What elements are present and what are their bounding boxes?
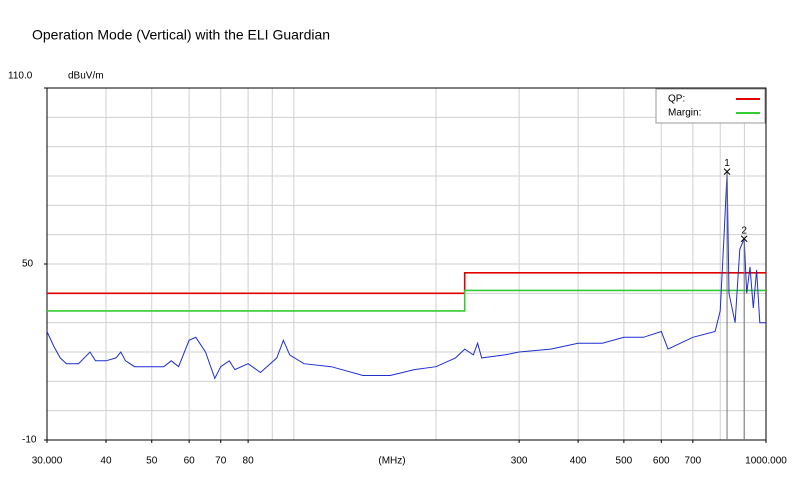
x-tick-label: 30.000 xyxy=(32,456,63,467)
legend-label: QP: xyxy=(668,94,685,105)
x-tick-label: 600 xyxy=(653,456,670,467)
x-tick-label: 60 xyxy=(184,456,196,467)
marker-label: 2 xyxy=(741,225,747,236)
x-tick-label: 70 xyxy=(215,456,227,467)
x-tick-label: 40 xyxy=(100,456,112,467)
legend-box xyxy=(655,88,766,124)
plot-frame xyxy=(46,87,767,441)
x-tick-label: 400 xyxy=(570,456,587,467)
marker-cross xyxy=(740,235,748,243)
series-line xyxy=(47,272,766,295)
y-tick-label: 50 xyxy=(22,259,34,270)
y-tick-label: 110.0 xyxy=(8,71,33,82)
y-unit: dBuV/m xyxy=(68,71,104,82)
series-line xyxy=(47,289,766,312)
series-line xyxy=(46,171,766,380)
x-label: (MHz) xyxy=(378,456,405,467)
marker-cross xyxy=(723,168,731,175)
chart-title: Operation Mode (Vertical) with the ELI G… xyxy=(32,27,330,43)
x-tick-label: 80 xyxy=(243,456,255,467)
x-tick-label: 1000.000 xyxy=(745,456,787,467)
x-tick-label: 700 xyxy=(685,456,702,467)
legend-label: Margin: xyxy=(668,108,701,119)
marker-label: 1 xyxy=(724,158,730,169)
x-tick-label: 50 xyxy=(146,456,158,467)
x-tick-label: 300 xyxy=(511,456,528,467)
y-tick-label: -10 xyxy=(22,435,37,446)
x-tick-label: 500 xyxy=(616,456,633,467)
